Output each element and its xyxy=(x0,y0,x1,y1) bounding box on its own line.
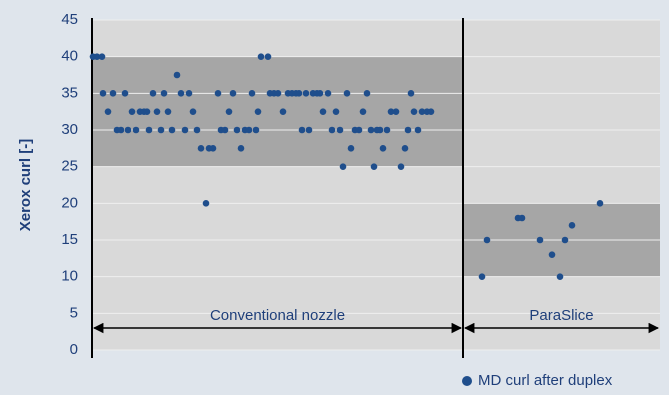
point xyxy=(418,108,426,115)
point xyxy=(414,126,422,134)
point xyxy=(548,251,556,258)
legend-label: MD curl after duplex xyxy=(478,372,613,389)
point xyxy=(181,126,189,134)
legend-marker xyxy=(462,376,472,386)
point xyxy=(376,126,384,134)
y-tick-label: 15 xyxy=(61,231,78,248)
point xyxy=(124,126,132,134)
point xyxy=(109,90,117,97)
point xyxy=(185,90,193,97)
point xyxy=(355,126,363,134)
point xyxy=(132,126,140,134)
point xyxy=(168,126,176,134)
point xyxy=(478,273,486,280)
point xyxy=(298,126,306,134)
point xyxy=(379,145,387,152)
region-label: ParaSlice xyxy=(529,307,593,324)
point xyxy=(254,108,262,115)
point xyxy=(164,108,172,115)
point xyxy=(347,145,355,152)
point xyxy=(104,108,112,115)
point xyxy=(370,163,378,170)
point xyxy=(536,236,544,244)
point xyxy=(93,53,101,60)
point xyxy=(153,108,161,115)
point xyxy=(264,53,272,60)
point xyxy=(245,126,253,134)
point xyxy=(233,126,241,134)
point xyxy=(483,236,491,244)
point xyxy=(556,273,564,280)
y-tick-label: 45 xyxy=(61,11,78,28)
point xyxy=(229,90,237,97)
point xyxy=(328,126,336,134)
point xyxy=(339,163,347,170)
point xyxy=(407,90,415,97)
point xyxy=(117,126,125,134)
point xyxy=(319,108,327,115)
point xyxy=(367,126,375,134)
point xyxy=(214,90,222,97)
y-tick-label: 30 xyxy=(61,121,78,138)
point xyxy=(177,90,185,97)
point xyxy=(128,108,136,115)
y-axis-label: Xerox curl [-] xyxy=(17,139,34,232)
point xyxy=(404,126,412,134)
point xyxy=(99,90,107,97)
point xyxy=(316,90,324,97)
point xyxy=(332,108,340,115)
point xyxy=(392,108,400,115)
y-tick-label: 20 xyxy=(61,194,78,211)
point xyxy=(410,108,418,115)
point xyxy=(143,108,151,115)
point xyxy=(401,145,409,152)
region-label: Conventional nozzle xyxy=(210,307,345,324)
point xyxy=(295,90,303,97)
point xyxy=(202,200,210,207)
point xyxy=(121,90,129,97)
point xyxy=(173,71,181,79)
point xyxy=(157,126,165,134)
point xyxy=(145,126,153,134)
y-tick-label: 40 xyxy=(61,48,78,65)
point xyxy=(237,145,245,152)
point xyxy=(387,108,395,115)
y-tick-label: 35 xyxy=(61,84,78,101)
point xyxy=(561,236,569,244)
point xyxy=(596,200,604,207)
y-tick-label: 5 xyxy=(70,304,78,321)
point xyxy=(383,126,391,134)
point xyxy=(359,108,367,115)
point xyxy=(149,90,157,97)
point xyxy=(193,126,201,134)
point xyxy=(427,108,435,115)
point xyxy=(257,53,265,60)
y-tick-label: 0 xyxy=(70,341,78,358)
point xyxy=(189,108,197,115)
point xyxy=(98,53,106,60)
point xyxy=(221,126,229,134)
point xyxy=(397,163,405,170)
point xyxy=(568,222,576,229)
point xyxy=(160,90,168,97)
point xyxy=(336,126,344,134)
point xyxy=(252,126,260,134)
point xyxy=(279,108,287,115)
y-tick-label: 10 xyxy=(61,268,78,285)
point xyxy=(209,145,217,152)
point xyxy=(274,90,282,97)
point xyxy=(305,126,313,134)
point xyxy=(343,90,351,97)
point xyxy=(225,108,233,115)
point xyxy=(518,214,526,222)
point xyxy=(248,90,256,97)
point xyxy=(324,90,332,97)
point xyxy=(197,145,205,152)
point xyxy=(302,90,310,97)
point xyxy=(363,90,371,97)
y-tick-label: 25 xyxy=(61,158,78,175)
